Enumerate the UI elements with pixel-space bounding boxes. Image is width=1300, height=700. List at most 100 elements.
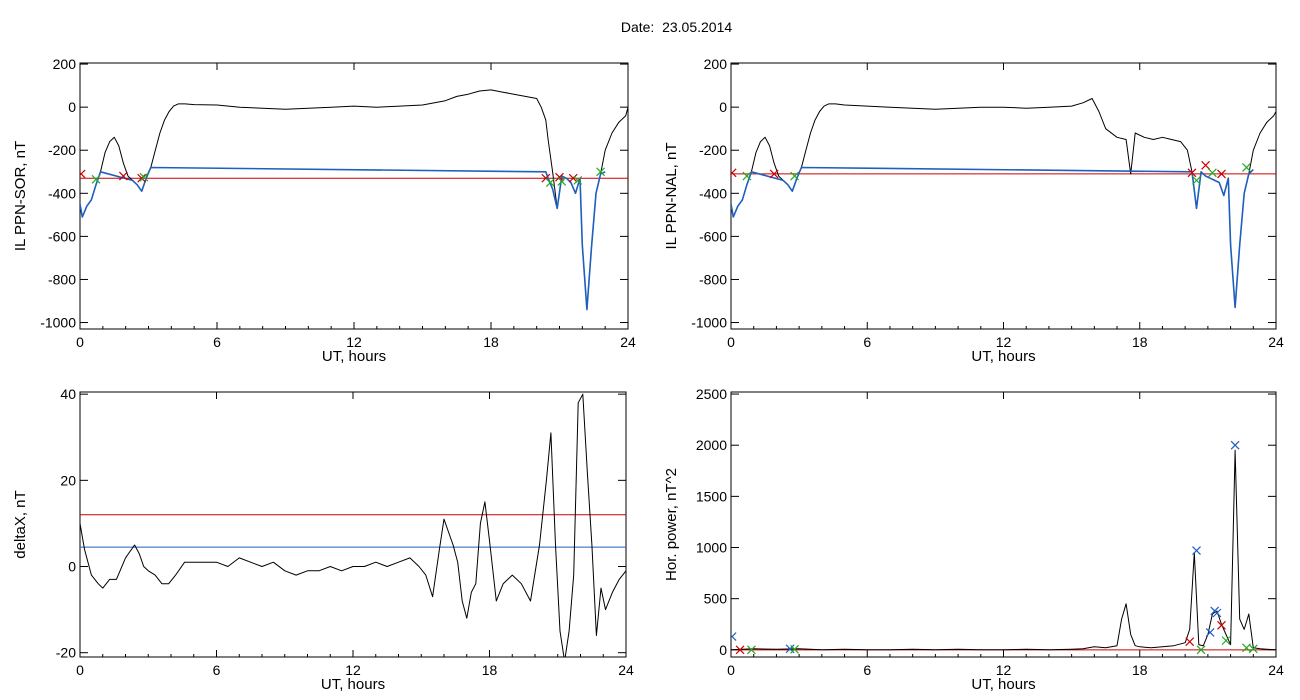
- marker-red: [1217, 169, 1226, 179]
- x-tick-label: 24: [1268, 662, 1284, 678]
- marker-green: [742, 171, 752, 181]
- x-tick-label: 24: [1268, 334, 1284, 350]
- x-tick-label: 18: [482, 662, 498, 678]
- marker-red: [1201, 160, 1211, 170]
- series-line-blue: [731, 166, 1254, 309]
- x-tick-label: 0: [76, 662, 84, 678]
- x-tick-label: 0: [76, 334, 84, 350]
- plot-frame: [79, 391, 627, 658]
- x-tick-label: 18: [483, 334, 499, 350]
- x-tick-label: 6: [213, 662, 221, 678]
- marker-red: [735, 645, 745, 655]
- x-tick-label: 6: [863, 334, 871, 350]
- x-tick-label: 12: [346, 334, 362, 350]
- y-axis-label: deltaX, nT: [12, 490, 29, 558]
- x-tick-label: 18: [1132, 334, 1148, 350]
- marker-green: [1242, 163, 1251, 172]
- marker-green: [790, 644, 800, 654]
- y-tick-label: -800: [48, 271, 76, 287]
- marker-red: [1185, 637, 1195, 647]
- y-tick-label: 200: [53, 56, 77, 72]
- y-tick-label: 0: [719, 99, 727, 115]
- y-tick-label: 0: [68, 99, 76, 115]
- y-tick-label: 1500: [696, 488, 727, 504]
- x-tick-label: 12: [345, 662, 361, 678]
- y-tick-label: 1000: [696, 540, 727, 556]
- y-axis-label: IL PPN-NAL, nT: [663, 143, 680, 250]
- marker-blue: [731, 632, 737, 641]
- x-tick-label: 24: [618, 662, 634, 678]
- y-tick-label: 200: [704, 56, 728, 72]
- series-line-black: [80, 89, 628, 311]
- y-tick-label: 20: [60, 472, 76, 488]
- plot-frame: [79, 62, 629, 330]
- series-line-black: [80, 393, 626, 657]
- marker-blue: [1230, 440, 1240, 450]
- x-axis-label: UT, hours: [321, 676, 385, 693]
- marker-blue: [1205, 628, 1215, 637]
- series-line-blue: [80, 166, 606, 311]
- y-tick-label: -1000: [40, 315, 76, 331]
- marker-green: [1248, 644, 1258, 654]
- marker-red: [769, 169, 779, 179]
- marker-red: [731, 168, 737, 178]
- marker-green: [1221, 636, 1231, 646]
- marker-red: [118, 171, 128, 181]
- marker-green: [1207, 168, 1217, 178]
- y-tick-label: -200: [699, 142, 727, 158]
- page-title: Date: 23.05.2014: [620, 19, 733, 35]
- marker-red: [555, 172, 564, 182]
- marker-red: [1217, 620, 1226, 630]
- plot-il-ppn-sor: 0 6 12 18 24 200 0 -200 -400 -600 -800 -1000 UT, hou…: [12, 56, 636, 365]
- series-line-black: [731, 449, 1276, 651]
- y-tick-label: 40: [60, 386, 76, 402]
- y-tick-label: -400: [48, 185, 76, 201]
- y-tick-label: -200: [48, 142, 76, 158]
- marker-red: [80, 169, 86, 179]
- y-axis-label: Hor. power, nT^2: [663, 468, 680, 581]
- marker-red: [568, 173, 578, 183]
- marker-green: [573, 175, 583, 185]
- y-tick-label: 500: [704, 591, 728, 607]
- marker-green: [747, 645, 756, 655]
- marker-green: [596, 167, 606, 177]
- x-tick-label: 0: [727, 662, 735, 678]
- marker-green: [139, 172, 149, 182]
- series-line-black: [731, 98, 1276, 308]
- plot-hor-power: 0 6 12 18 24 2500 2000 1500 1000 500 0 UT, hours Hor…: [663, 386, 1284, 693]
- y-tick-label: 0: [719, 642, 727, 658]
- marker-green: [557, 177, 567, 186]
- y-tick-label: 2500: [696, 386, 727, 402]
- x-axis-label: UT, hours: [971, 676, 1035, 693]
- marker-green: [1192, 175, 1201, 185]
- x-tick-label: 0: [727, 334, 735, 350]
- marker-red: [137, 173, 147, 183]
- plot-il-ppn-nal: 0 6 12 18 24 200 0 -200 -400 -600 -800 -1000 UT, hou…: [663, 56, 1284, 365]
- x-tick-label: 12: [996, 662, 1012, 678]
- marker-green: [91, 174, 101, 184]
- y-axis-label: IL PPN-SOR, nT: [12, 141, 29, 251]
- y-tick-label: 2000: [696, 437, 727, 453]
- y-tick-label: 0: [68, 559, 76, 575]
- x-tick-label: 18: [1132, 662, 1148, 678]
- y-tick-label: -600: [48, 228, 76, 244]
- y-tick-label: -20: [56, 645, 76, 661]
- x-tick-label: 6: [213, 334, 221, 350]
- marker-green: [545, 178, 555, 187]
- y-tick-label: -600: [699, 228, 727, 244]
- x-tick-label: 12: [996, 334, 1012, 350]
- x-tick-label: 24: [620, 334, 636, 350]
- y-tick-label: -1000: [691, 315, 727, 331]
- marker-blue: [1192, 546, 1201, 556]
- plot-frame: [730, 391, 1277, 658]
- marker-green: [790, 171, 800, 181]
- x-axis-label: UT, hours: [971, 348, 1035, 365]
- marker-red: [1187, 168, 1197, 178]
- y-tick-label: -800: [699, 271, 727, 287]
- x-tick-label: 6: [863, 662, 871, 678]
- marker-blue: [1212, 608, 1222, 618]
- y-tick-label: -400: [699, 185, 727, 201]
- x-axis-label: UT, hours: [322, 348, 386, 365]
